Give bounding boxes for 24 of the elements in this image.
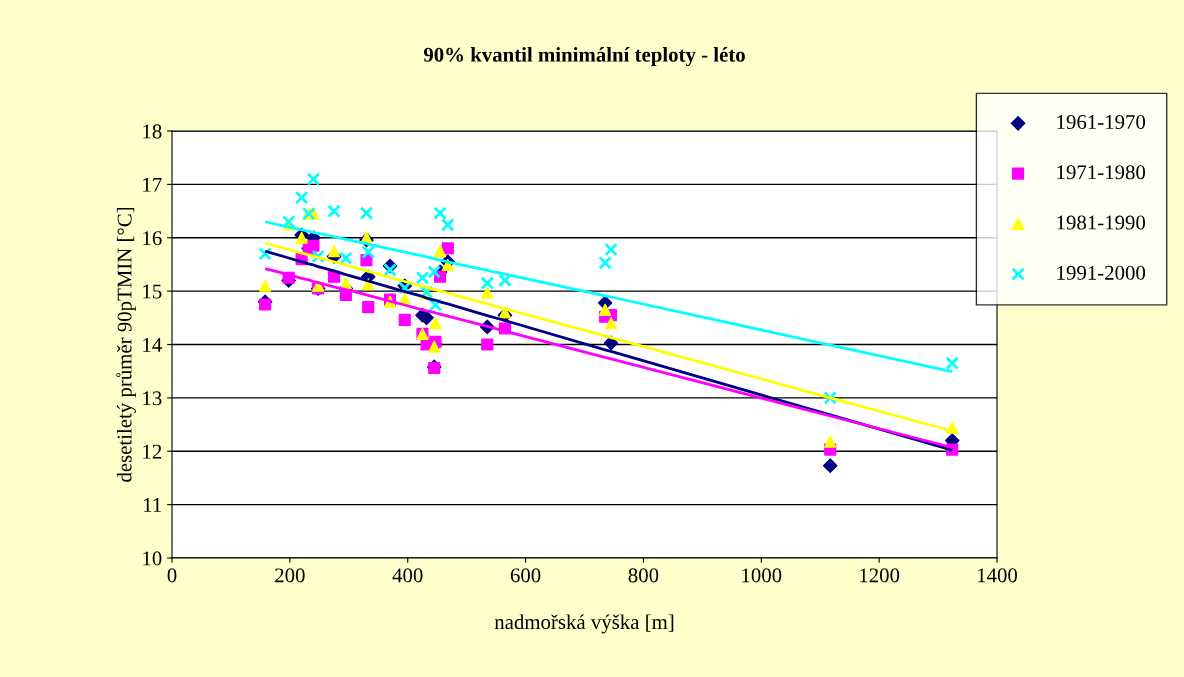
y-tick-label: 15 (143, 284, 162, 299)
x-tick-label: 0 (167, 568, 177, 583)
x-axis-title: nadmořská výška [m] (494, 614, 674, 634)
y-tick-label: 16 (143, 231, 162, 246)
legend-label: 1981-1990 (1057, 215, 1146, 230)
legend-label: 1991-2000 (1057, 265, 1146, 280)
x-tick-label: 800 (628, 568, 659, 583)
x-tick-label: 200 (275, 568, 305, 583)
x-tick-label: 600 (510, 568, 541, 583)
x-tick-label: 400 (392, 568, 423, 583)
y-tick-label: 17 (143, 177, 162, 192)
legend-label: 1961-1970 (1057, 114, 1146, 130)
y-tick-label: 12 (143, 444, 162, 459)
y-tick-label: 18 (143, 124, 162, 139)
y-axis-title: desetiletý průměr 90pTMIN [°C] (116, 207, 136, 482)
x-tick-label: 1200 (860, 568, 900, 583)
y-tick-label: 11 (144, 498, 162, 512)
y-tick-label: 13 (143, 391, 162, 406)
x-tick-label: 1400 (978, 568, 1018, 583)
legend-label: 1971-1980 (1057, 165, 1146, 180)
y-tick-label: 10 (143, 551, 162, 566)
chart-title: 90% kvantil minimální teploty - léto (423, 47, 745, 67)
x-tick-label: 1000 (742, 568, 782, 583)
y-tick-label: 14 (143, 337, 162, 352)
